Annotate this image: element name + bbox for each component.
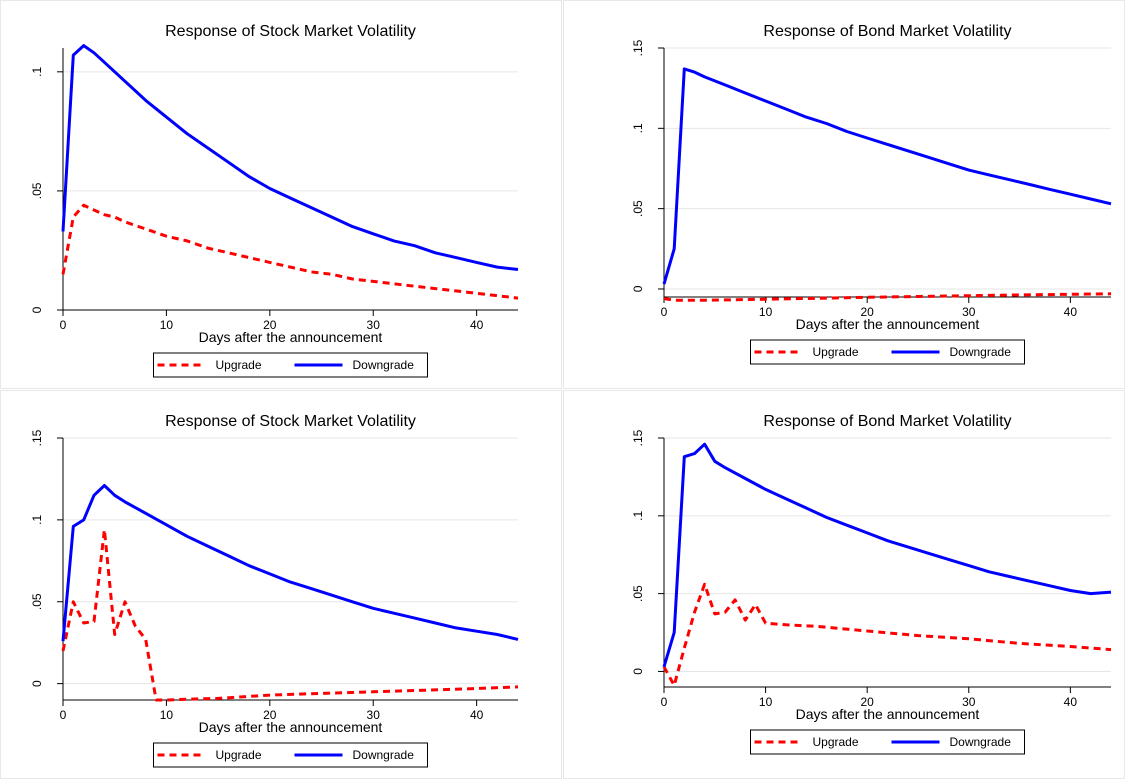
chart3-title: Response of Bond Market Volatility (763, 413, 1011, 430)
chart3-xlabel: Days after the announcement (796, 706, 980, 722)
chart1-legend-label-upgrade: Upgrade (813, 345, 859, 359)
chart2-legend-label-downgrade: Downgrade (353, 748, 415, 762)
chart1-xtick-label-2: 20 (861, 305, 875, 319)
chart3-series-line-downgrade (662, 442, 1112, 668)
chart3-series-line-upgrade (662, 582, 1112, 687)
chart0-ytick-label-2: .1 (30, 66, 44, 76)
chart-panel-stock-1: 0 .05 .1 0 10 20 30 40 Response of Stock Market … (0, 0, 562, 389)
chart2-legend-label-upgrade: Upgrade (216, 748, 262, 762)
chart-panel-bond-2: 0 .05 .1 .15 0 10 20 30 40 Response of Bond Marke… (563, 390, 1125, 779)
chart3-xtick-label-1: 10 (759, 695, 773, 709)
chart1-legend-label-downgrade: Downgrade (950, 345, 1012, 359)
chart0-xtick-label-1: 10 (160, 318, 174, 332)
chart2-series-line-upgrade (61, 528, 519, 702)
chart2-xlabel: Days after the announcement (199, 719, 383, 735)
chart0-ytick-label-0: 0 (30, 306, 44, 313)
chart3-legend-label-upgrade: Upgrade (813, 735, 859, 749)
chart2-ytick-label-3: .15 (30, 429, 44, 446)
chart2-ytick-label-0: 0 (30, 680, 44, 687)
chart1-ytick-label-2: .1 (631, 123, 645, 133)
chart3-xtick-label-3: 30 (962, 695, 976, 709)
chart1-xtick-label-3: 30 (962, 305, 976, 319)
chart3-ytick-label-2: .1 (631, 510, 645, 520)
chart2-xtick-label-0: 0 (60, 708, 67, 722)
chart-panel-bond-1: 0 .05 .1 .15 0 10 20 30 40 Response of Bond Marke… (563, 0, 1125, 389)
chart1-xtick-label-0: 0 (661, 305, 668, 319)
chart1-series-line-downgrade (662, 67, 1112, 285)
chart3-ytick-label-3: .15 (631, 429, 645, 446)
chart1-xtick-label-1: 10 (759, 305, 773, 319)
chart3-legend-label-downgrade: Downgrade (950, 735, 1012, 749)
chart3-xtick-label-2: 20 (861, 695, 875, 709)
chart1-ytick-label-0: 0 (631, 285, 645, 292)
chart1-ytick-label-3: .15 (631, 39, 645, 56)
chart2-ytick-label-2: .1 (30, 515, 44, 525)
chart3-xtick-label-0: 0 (661, 695, 668, 709)
chart0-ytick-label-1: .05 (30, 182, 44, 199)
chart0-series-line-downgrade (61, 44, 519, 271)
chart1-xtick-label-4: 40 (1064, 305, 1078, 319)
chart3-ytick-label-1: .05 (631, 585, 645, 602)
chart0-xtick-label-4: 40 (470, 318, 484, 332)
chart2-xtick-label-4: 40 (470, 708, 484, 722)
chart2-xtick-label-3: 30 (367, 708, 381, 722)
chart0-series-line-upgrade (61, 203, 519, 300)
chart0-title: Response of Stock Market Volatility (165, 23, 416, 40)
chart-panel-stock-2: 0 .05 .1 .15 0 10 20 30 40 Response of Stock Mark… (0, 390, 562, 779)
chart0-xtick-label-0: 0 (60, 318, 67, 332)
chart0-legend-label-downgrade: Downgrade (353, 358, 415, 372)
chart0-xtick-label-3: 30 (367, 318, 381, 332)
chart0-xlabel: Days after the announcement (199, 329, 383, 345)
chart2-series-line-downgrade (61, 484, 519, 642)
chart1-series-line-upgrade (663, 292, 1112, 302)
chart0-xtick-label-2: 20 (263, 318, 277, 332)
chart2-title: Response of Stock Market Volatility (165, 413, 416, 430)
chart2-xtick-label-1: 10 (160, 708, 174, 722)
chart0-legend-label-upgrade: Upgrade (216, 358, 262, 372)
chart2-xtick-label-2: 20 (263, 708, 277, 722)
chart3-xtick-label-4: 40 (1064, 695, 1078, 709)
chart1-ytick-label-1: .05 (631, 200, 645, 217)
chart3-ytick-label-0: 0 (631, 668, 645, 675)
chart0-border (0, 0, 562, 389)
chart1-xlabel: Days after the announcement (796, 316, 980, 332)
chart1-title: Response of Bond Market Volatility (763, 23, 1011, 40)
chart2-ytick-label-1: .05 (30, 593, 44, 610)
